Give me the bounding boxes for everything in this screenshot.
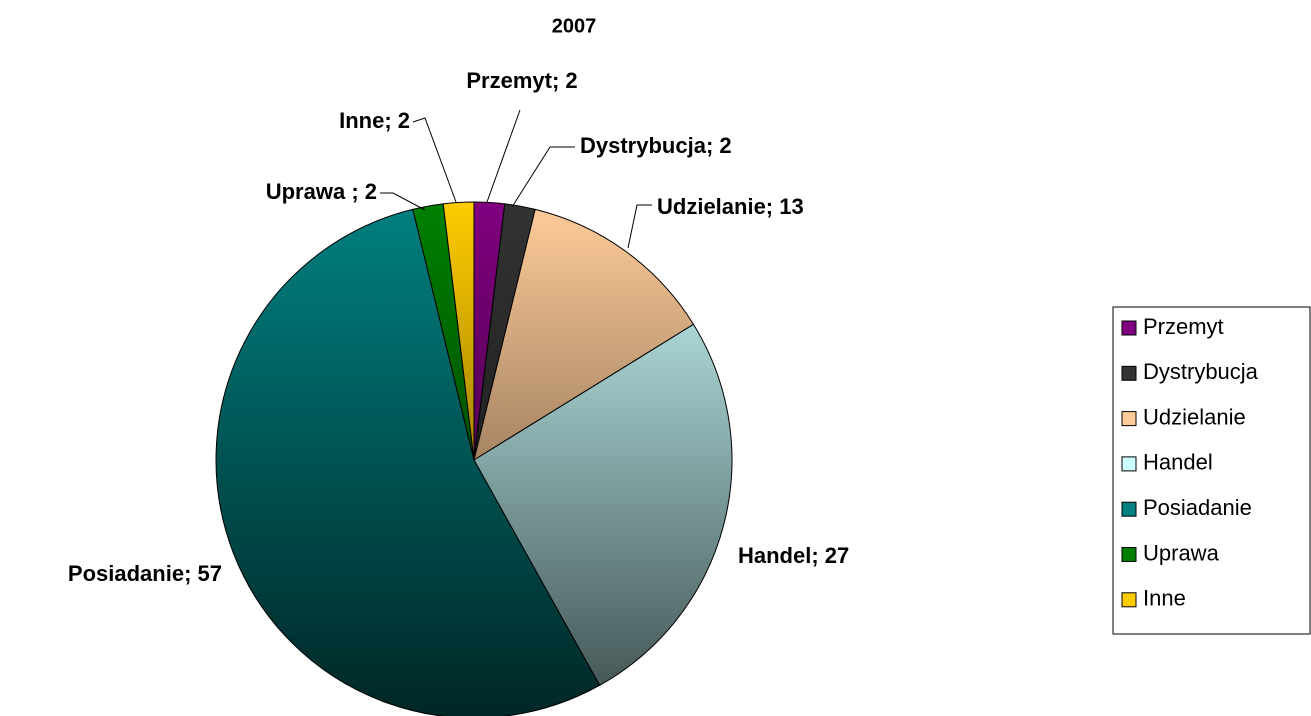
data-label: Posiadanie; 57: [68, 561, 222, 586]
pie-slice: [215, 208, 601, 716]
legend-label: Handel: [1143, 450, 1213, 475]
legend-label: Posiadanie: [1143, 495, 1252, 520]
legend-swatch: [1121, 592, 1137, 608]
leader-line: [380, 192, 426, 211]
legend-swatch: [1121, 547, 1137, 562]
legend-swatch: [1121, 501, 1137, 517]
data-label: Przemyt; 2: [466, 68, 577, 93]
pie-slice: [442, 201, 475, 461]
pie-slice: [473, 208, 695, 462]
legend-label: Przemyt: [1143, 314, 1224, 339]
legend-swatch: [1121, 411, 1137, 427]
leader-line: [486, 109, 521, 203]
data-label: Udzielanie; 13: [657, 194, 804, 219]
leader-line: [627, 204, 652, 249]
legend-label: Dystrybucja: [1143, 359, 1259, 384]
legend-box: [1112, 306, 1311, 635]
data-label: Dystrybucja; 2: [580, 133, 732, 158]
legend-label: Uprawa: [1143, 540, 1220, 565]
data-label: Inne; 2: [339, 108, 410, 133]
data-label: Uprawa ; 2: [266, 179, 377, 204]
legend-swatch: [1121, 365, 1137, 381]
chart-title: 2007: [552, 15, 597, 37]
pie-slice: [473, 323, 733, 687]
legend-swatch: [1121, 456, 1137, 472]
legend-label: Inne: [1143, 586, 1186, 611]
leader-line: [412, 117, 457, 203]
legend-swatch: [1121, 320, 1137, 336]
data-label: Handel; 27: [738, 543, 849, 568]
legend-label: Udzielanie: [1143, 404, 1246, 429]
leader-line: [511, 146, 575, 208]
